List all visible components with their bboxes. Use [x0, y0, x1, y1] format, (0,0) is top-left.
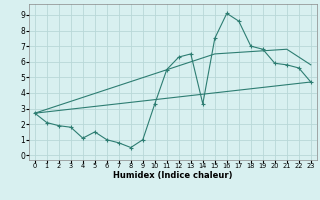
X-axis label: Humidex (Indice chaleur): Humidex (Indice chaleur) — [113, 171, 233, 180]
